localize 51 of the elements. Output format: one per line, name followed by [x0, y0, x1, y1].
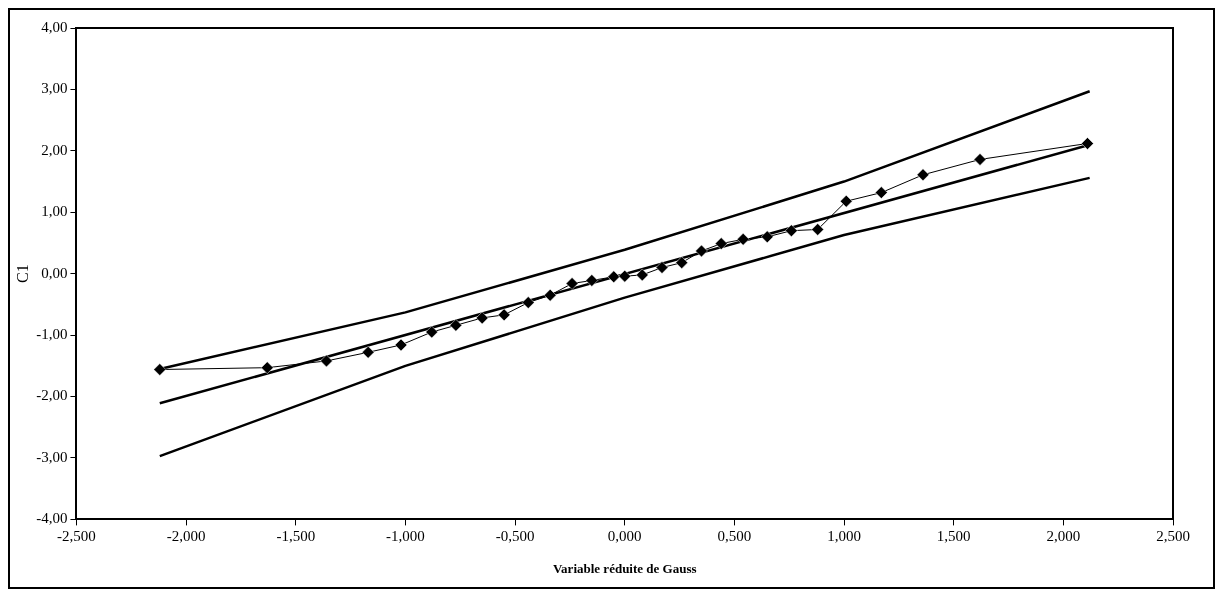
point — [839, 194, 853, 208]
x-axis-title: Variable réduite de Gauss — [552, 560, 697, 576]
y-tick-label: 0,00 — [41, 264, 68, 281]
point — [261, 361, 274, 374]
y-axis-title: C1 — [13, 264, 31, 284]
point — [785, 224, 798, 237]
y-tick-label: -4,00 — [36, 510, 68, 527]
point — [565, 277, 579, 290]
point — [153, 363, 167, 376]
x-tick-label: 0,500 — [717, 528, 752, 545]
y-tick-label: 3,00 — [41, 80, 68, 97]
point — [425, 325, 438, 339]
point — [607, 270, 621, 284]
point — [695, 244, 708, 258]
point — [761, 230, 774, 244]
y-tick-label: 1,00 — [41, 203, 68, 220]
point — [675, 256, 688, 269]
x-tick-label: -0,500 — [495, 528, 535, 545]
point — [475, 311, 489, 325]
point — [320, 354, 333, 368]
x-tick-label: -1,500 — [276, 528, 316, 545]
point — [521, 296, 535, 309]
x-tick-label: 1,000 — [827, 528, 861, 545]
y-tick-label: -3,00 — [36, 448, 68, 465]
x-tick-label: 0,000 — [607, 528, 642, 545]
x-tick-label: -2,000 — [166, 528, 206, 545]
point — [811, 223, 824, 236]
y-tick-label: 2,00 — [41, 141, 68, 158]
point — [543, 288, 557, 302]
point — [497, 308, 511, 322]
point — [636, 268, 649, 282]
x-tick-label: 2,000 — [1046, 528, 1081, 545]
y-tick-label: 4,00 — [41, 18, 68, 35]
x-tick-label: 2,500 — [1156, 528, 1190, 545]
x-tick-label: -1,000 — [386, 528, 425, 545]
y-tick-label: -1,00 — [36, 326, 68, 343]
x-tick-label: 1,500 — [936, 528, 971, 545]
point — [618, 269, 631, 283]
y-tick-label: -2,00 — [36, 387, 68, 404]
point — [1081, 137, 1094, 150]
point — [655, 261, 669, 274]
x-tick-label: -2,500 — [57, 528, 96, 545]
point — [973, 153, 987, 166]
point — [361, 346, 375, 359]
point — [394, 338, 408, 352]
point — [875, 186, 888, 199]
point — [449, 319, 463, 332]
point — [585, 274, 599, 287]
point — [736, 233, 750, 246]
point — [916, 168, 930, 182]
point — [714, 237, 728, 250]
